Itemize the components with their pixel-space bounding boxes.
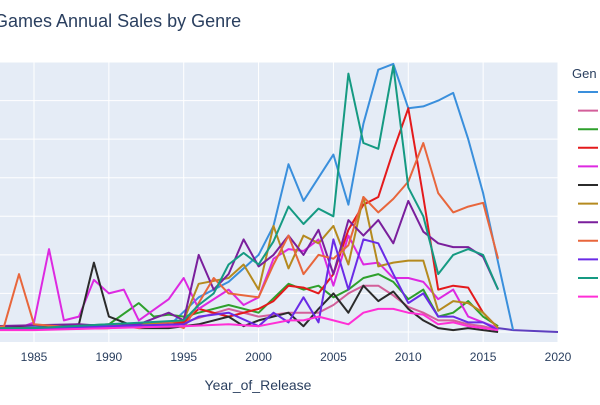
x-tick-label: 2020	[545, 350, 572, 364]
series-line-11	[0, 64, 500, 330]
x-tick-label: 1985	[21, 350, 48, 364]
series-line-8	[0, 199, 500, 328]
series-lines	[0, 62, 559, 333]
x-tick-label: 1995	[170, 350, 197, 364]
x-tick-label: 2000	[245, 350, 272, 364]
chart-title: Games Annual Sales by Genre	[0, 11, 241, 31]
series-line-1	[0, 62, 515, 331]
x-tick-label: 2010	[395, 350, 422, 364]
x-tick-label: 1990	[96, 350, 123, 364]
legend	[578, 91, 598, 298]
x-tick-label: 2005	[320, 350, 347, 364]
x-axis-ticks: 1985 1990 1995 2000 2005 2010 2015 2020	[21, 350, 572, 364]
series-line-10	[0, 238, 499, 331]
series-line-12	[0, 307, 499, 332]
x-tick-label: 2015	[470, 350, 497, 364]
x-axis-title: Year_of_Release	[205, 377, 312, 393]
legend-title: Gen	[572, 66, 597, 81]
series-line-6	[0, 261, 499, 333]
